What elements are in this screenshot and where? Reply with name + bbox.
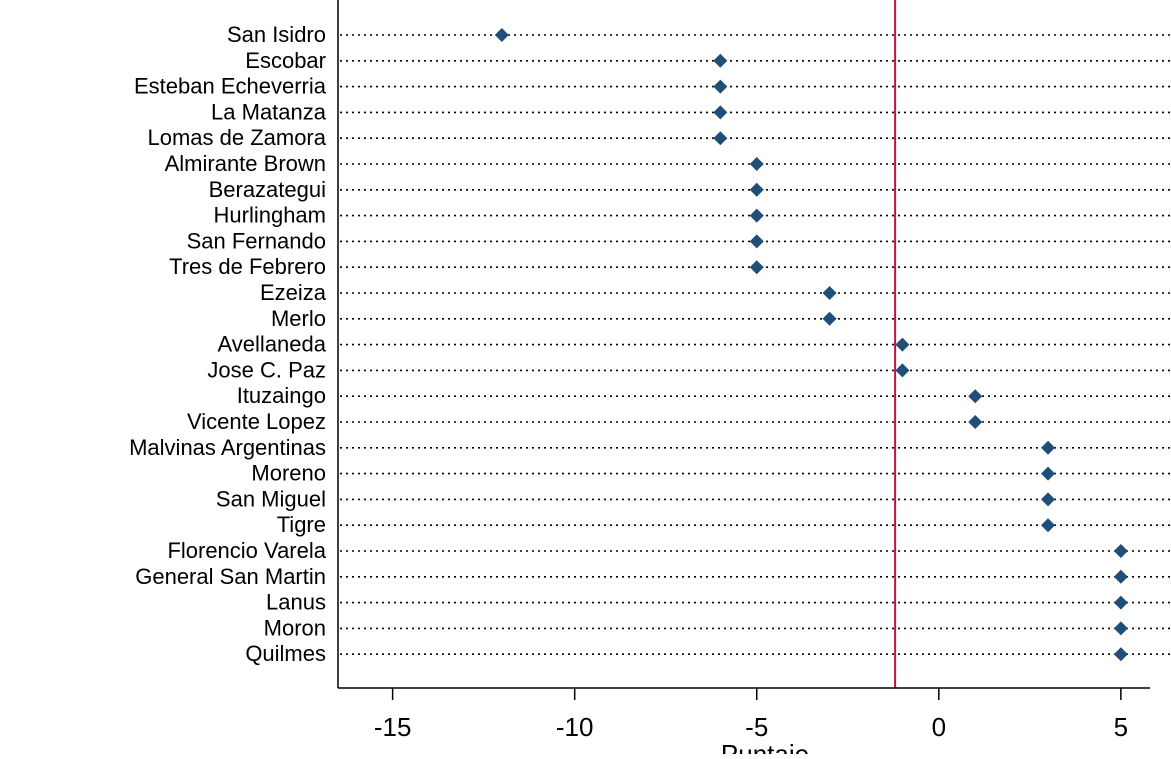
category-label: Quilmes (245, 641, 326, 666)
category-label: Lomas de Zamora (147, 125, 326, 150)
x-axis-title: Puntaje (721, 739, 809, 754)
category-label: Florencio Varela (167, 538, 326, 563)
data-point (749, 182, 764, 197)
x-tick-label: 0 (932, 712, 946, 742)
data-point (895, 337, 910, 352)
category-label: Esteban Echeverria (134, 74, 327, 99)
data-point (968, 415, 983, 429)
x-tick-label: -10 (556, 712, 594, 742)
data-point (1113, 569, 1128, 584)
data-point (1041, 492, 1056, 507)
category-label: Malvinas Argentinas (129, 435, 326, 460)
category-label: Escobar (245, 48, 326, 73)
data-point (713, 131, 728, 146)
category-label: Avellaneda (218, 332, 327, 357)
category-label: Almirante Brown (165, 151, 326, 176)
data-point (749, 260, 764, 275)
category-label: Tres de Febrero (169, 254, 326, 279)
data-point (713, 53, 728, 68)
category-label: Tigre (277, 512, 326, 537)
category-label: Ituzaingo (237, 383, 326, 408)
category-label: San Fernando (187, 228, 326, 253)
data-point (713, 79, 728, 94)
data-point (749, 234, 764, 249)
data-point (749, 208, 764, 223)
category-label: Moreno (251, 461, 326, 486)
category-label: Merlo (271, 306, 326, 331)
x-tick-label: -5 (745, 712, 768, 742)
data-point (1113, 544, 1128, 558)
data-point (749, 157, 764, 171)
category-label: Moron (264, 615, 326, 640)
category-label: Hurlingham (214, 203, 327, 228)
x-axis: -15 -10 -5 0 5 (337, 0, 1150, 742)
data-point (895, 363, 910, 378)
category-label: General San Martin (135, 564, 326, 589)
category-label: Lanus (266, 590, 326, 615)
grid-lines (340, 34, 1170, 656)
category-label: Vicente Lopez (187, 409, 326, 434)
category-label: Berazategui (209, 177, 326, 202)
data-point (1041, 440, 1056, 455)
data-point (1113, 595, 1128, 610)
data-point (968, 389, 983, 404)
x-tick-label: 5 (1114, 712, 1128, 742)
data-point (1041, 518, 1056, 533)
data-point (822, 311, 837, 326)
data-point (822, 286, 837, 300)
data-point (1041, 466, 1056, 481)
data-point (494, 28, 509, 42)
x-tick-label: -15 (374, 712, 412, 742)
category-label: La Matanza (211, 99, 327, 124)
category-label: San Isidro (227, 22, 326, 47)
category-label: Jose C. Paz (207, 357, 326, 382)
category-label: Ezeiza (260, 280, 327, 305)
data-point (1113, 647, 1128, 662)
data-point (713, 105, 728, 120)
data-markers (494, 28, 1128, 662)
data-point (1113, 621, 1128, 636)
category-label: San Miguel (216, 486, 326, 511)
